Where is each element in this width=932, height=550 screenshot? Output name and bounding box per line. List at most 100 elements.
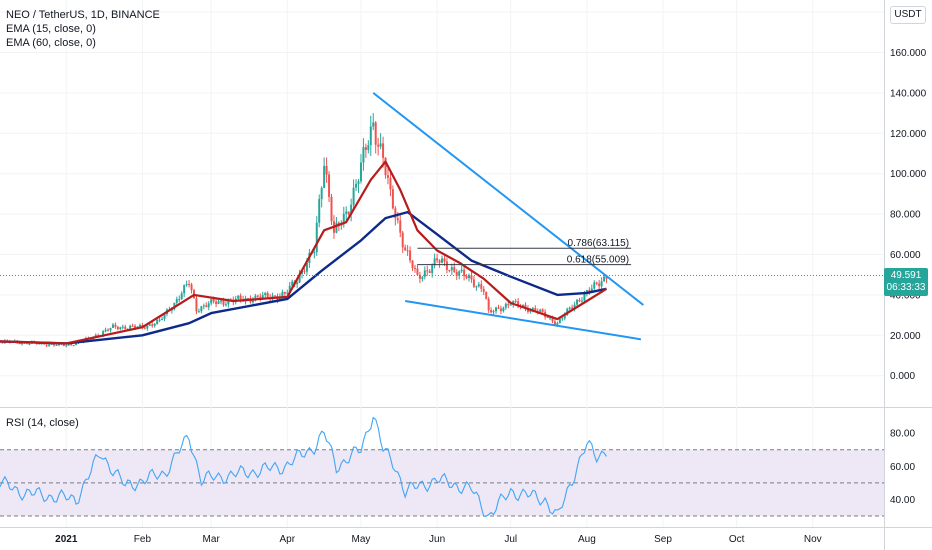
- candle-body: [504, 303, 507, 308]
- ema-fast-legend[interactable]: EMA (15, close, 0): [6, 23, 96, 35]
- candle-body: [470, 275, 473, 280]
- candle-body: [460, 269, 463, 272]
- candle-body: [330, 196, 333, 222]
- candle-body: [558, 318, 561, 324]
- rsi-legend[interactable]: RSI (14, close): [6, 417, 79, 429]
- candle-body: [239, 295, 242, 300]
- candle-body: [190, 284, 193, 291]
- currency-selector[interactable]: USDT: [890, 6, 926, 24]
- last-price-value: 49.591: [890, 270, 922, 281]
- candle-body: [391, 189, 394, 209]
- price-tick-label: 80.000: [890, 210, 921, 221]
- candle-body: [254, 295, 257, 301]
- candle-body: [502, 307, 505, 312]
- candle-body: [416, 268, 419, 275]
- candle-body: [259, 296, 262, 299]
- candle-body: [323, 165, 326, 188]
- candle-body: [359, 162, 362, 182]
- candle-body: [328, 174, 331, 197]
- time-tick-label: Sep: [654, 534, 672, 545]
- candle-body: [404, 247, 407, 251]
- rsi-series-line: [0, 416, 607, 517]
- candle-body: [428, 271, 431, 273]
- candle-body: [436, 258, 439, 261]
- candle-body: [384, 157, 387, 176]
- candle-body: [561, 318, 564, 320]
- candle-body: [472, 279, 475, 287]
- candle-body: [465, 275, 468, 279]
- candle-body: [104, 329, 107, 332]
- fibonacci-level-label: 0.618(55.009): [567, 255, 629, 266]
- candle-body: [283, 292, 286, 294]
- ema-60-line: [0, 210, 607, 345]
- time-tick-label: Jun: [429, 534, 445, 545]
- time-axis: 2021 Feb Mar Apr May Jun Jul Aug Sep Oct Nov: [55, 534, 822, 545]
- candle-body: [215, 301, 218, 305]
- candle-body: [539, 309, 542, 312]
- candle-body: [313, 252, 316, 254]
- candle-body: [482, 288, 485, 292]
- candle-body: [45, 344, 48, 346]
- rsi-panel: 40.00 60.00 80.00: [0, 429, 915, 517]
- candle-body: [347, 211, 350, 215]
- candle-body: [406, 250, 409, 252]
- candle-body: [1, 342, 4, 344]
- candle-body: [291, 281, 294, 286]
- candle-body: [65, 345, 68, 347]
- candle-body: [114, 324, 117, 327]
- candle-body: [153, 323, 156, 326]
- candle-body: [138, 324, 141, 327]
- candle-body: [468, 275, 471, 279]
- price-tick-label: 140.000: [890, 88, 927, 99]
- candle-body: [492, 311, 495, 313]
- candle-body: [296, 282, 299, 285]
- candle-body: [195, 298, 198, 312]
- candle-body: [342, 213, 345, 225]
- candle-body: [220, 300, 222, 302]
- candle-body: [480, 284, 483, 289]
- candle-body: [396, 218, 399, 221]
- symbol-legend[interactable]: NEO / TetherUS, 1D, BINANCE: [6, 9, 160, 21]
- candle-body: [583, 293, 586, 301]
- candle-body: [146, 325, 149, 329]
- candle-body: [524, 304, 527, 309]
- candle-body: [598, 283, 601, 287]
- candle-body: [251, 300, 254, 303]
- candle-body: [352, 187, 355, 205]
- time-tick-label: 2021: [55, 534, 78, 545]
- candle-body: [394, 208, 397, 219]
- last-price-tag: 49.591 06:33:33: [884, 268, 928, 296]
- candle-body: [325, 165, 328, 175]
- candle-body: [453, 267, 456, 272]
- candle-body: [522, 304, 525, 307]
- candle-body: [590, 288, 593, 292]
- candle-body: [477, 284, 480, 287]
- ema-slow-legend[interactable]: EMA (60, close, 0): [6, 37, 96, 49]
- candle-body: [595, 282, 598, 284]
- candle-body: [158, 319, 161, 321]
- candle-body: [210, 298, 213, 304]
- candle-body: [355, 183, 358, 188]
- candle-body: [433, 258, 436, 266]
- candle-body: [75, 342, 78, 346]
- candle-body: [288, 285, 291, 293]
- candle-body: [517, 301, 520, 307]
- candle-body: [526, 308, 529, 312]
- candle-body: [389, 177, 392, 190]
- candle-body: [202, 305, 205, 307]
- candle-body: [374, 122, 377, 145]
- candle-body: [369, 126, 372, 146]
- candle-body: [578, 299, 581, 302]
- candle-body: [499, 308, 502, 312]
- price-tick-label: 0.000: [890, 371, 915, 382]
- upper-trendline: [372, 92, 644, 306]
- candle-body: [18, 342, 21, 345]
- candle-body: [148, 324, 151, 326]
- ema-lines: [0, 160, 608, 345]
- price-axis: 0.00020.00040.00060.00080.000100.000120.…: [890, 8, 927, 383]
- candle-body: [463, 269, 466, 276]
- candle-body: [62, 344, 65, 346]
- candle-body: [217, 301, 220, 305]
- candle-body: [377, 144, 380, 147]
